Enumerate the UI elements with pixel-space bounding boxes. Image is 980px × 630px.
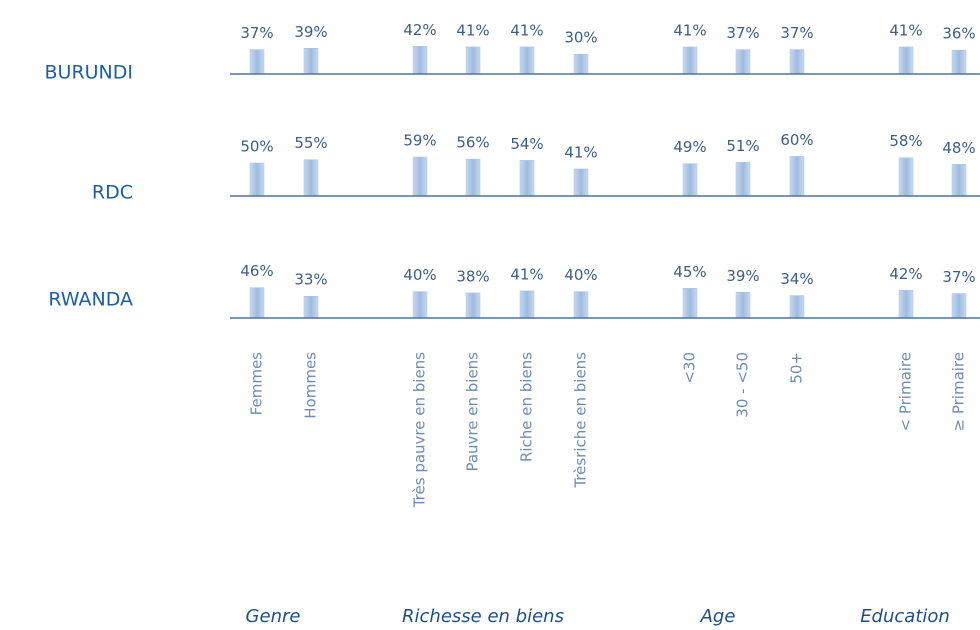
bar bbox=[951, 164, 967, 197]
value-label: 36% bbox=[942, 25, 975, 43]
value-label: 54% bbox=[510, 135, 543, 153]
value-label: 41% bbox=[510, 265, 543, 283]
value-label: 41% bbox=[510, 21, 543, 39]
bar bbox=[573, 53, 589, 75]
bar bbox=[573, 168, 589, 197]
bar bbox=[573, 291, 589, 319]
value-label: 41% bbox=[673, 21, 706, 39]
value-label: 40% bbox=[564, 266, 597, 284]
bar bbox=[303, 295, 319, 319]
bar bbox=[682, 46, 698, 75]
value-label: 38% bbox=[456, 267, 489, 285]
value-label: 59% bbox=[403, 132, 436, 150]
bar bbox=[898, 46, 914, 75]
bar bbox=[682, 288, 698, 319]
bar bbox=[951, 293, 967, 319]
bar bbox=[465, 292, 481, 319]
group-label: Age bbox=[700, 606, 736, 627]
category-label: ≥ Primaire bbox=[950, 352, 968, 432]
value-label: 42% bbox=[403, 21, 436, 39]
country-label: RWANDA bbox=[48, 289, 133, 311]
bar bbox=[789, 49, 805, 75]
country-label: RDC bbox=[92, 182, 133, 204]
category-label: Hommes bbox=[302, 352, 320, 419]
value-label: 45% bbox=[673, 263, 706, 281]
category-label: 30 - <50 bbox=[734, 352, 752, 418]
bar bbox=[249, 287, 265, 319]
value-label: 40% bbox=[403, 266, 436, 284]
group-label: Richesse en biens bbox=[402, 606, 564, 627]
bar bbox=[735, 162, 751, 197]
value-label: 46% bbox=[240, 262, 273, 280]
value-label: 41% bbox=[564, 143, 597, 161]
bar bbox=[682, 163, 698, 197]
value-label: 39% bbox=[726, 267, 759, 285]
bar bbox=[249, 162, 265, 197]
category-label: Pauvre en biens bbox=[464, 352, 482, 472]
bar bbox=[951, 49, 967, 75]
bar bbox=[465, 46, 481, 75]
bar bbox=[465, 158, 481, 197]
value-label: 51% bbox=[726, 137, 759, 155]
bar bbox=[898, 157, 914, 197]
value-label: 50% bbox=[240, 138, 273, 156]
value-label: 42% bbox=[889, 265, 922, 283]
value-label: 37% bbox=[240, 24, 273, 42]
category-label: < Primaire bbox=[897, 352, 915, 432]
value-label: 41% bbox=[456, 21, 489, 39]
value-label: 49% bbox=[673, 138, 706, 156]
value-label: 37% bbox=[942, 268, 975, 286]
value-label: 37% bbox=[780, 24, 813, 42]
bar bbox=[519, 46, 535, 75]
bar bbox=[898, 290, 914, 319]
value-label: 60% bbox=[780, 131, 813, 149]
value-label: 55% bbox=[294, 134, 327, 152]
value-label: 56% bbox=[456, 134, 489, 152]
category-label: Trèsriche en biens bbox=[572, 352, 590, 489]
value-label: 33% bbox=[294, 271, 327, 289]
category-label: Très pauvre en biens bbox=[411, 352, 429, 508]
bar bbox=[249, 49, 265, 75]
value-label: 48% bbox=[942, 139, 975, 157]
bar bbox=[519, 160, 535, 197]
category-label: Femmes bbox=[248, 352, 266, 415]
bar bbox=[519, 290, 535, 319]
category-label: Riche en biens bbox=[518, 352, 536, 462]
bar bbox=[303, 48, 319, 75]
value-label: 34% bbox=[780, 270, 813, 288]
bar bbox=[412, 156, 428, 197]
group-label: Education bbox=[860, 606, 950, 627]
value-label: 39% bbox=[294, 23, 327, 41]
value-label: 58% bbox=[889, 132, 922, 150]
bar bbox=[735, 49, 751, 75]
value-label: 41% bbox=[889, 21, 922, 39]
bar bbox=[789, 156, 805, 197]
bar bbox=[789, 295, 805, 319]
bar bbox=[412, 46, 428, 75]
bar bbox=[735, 292, 751, 319]
country-label: BURUNDI bbox=[45, 62, 134, 84]
bar bbox=[303, 159, 319, 197]
group-label: Genre bbox=[246, 606, 301, 627]
category-label: 50+ bbox=[788, 352, 806, 384]
bar bbox=[412, 291, 428, 319]
value-label: 30% bbox=[564, 29, 597, 47]
value-label: 37% bbox=[726, 24, 759, 42]
category-label: <30 bbox=[681, 352, 699, 384]
